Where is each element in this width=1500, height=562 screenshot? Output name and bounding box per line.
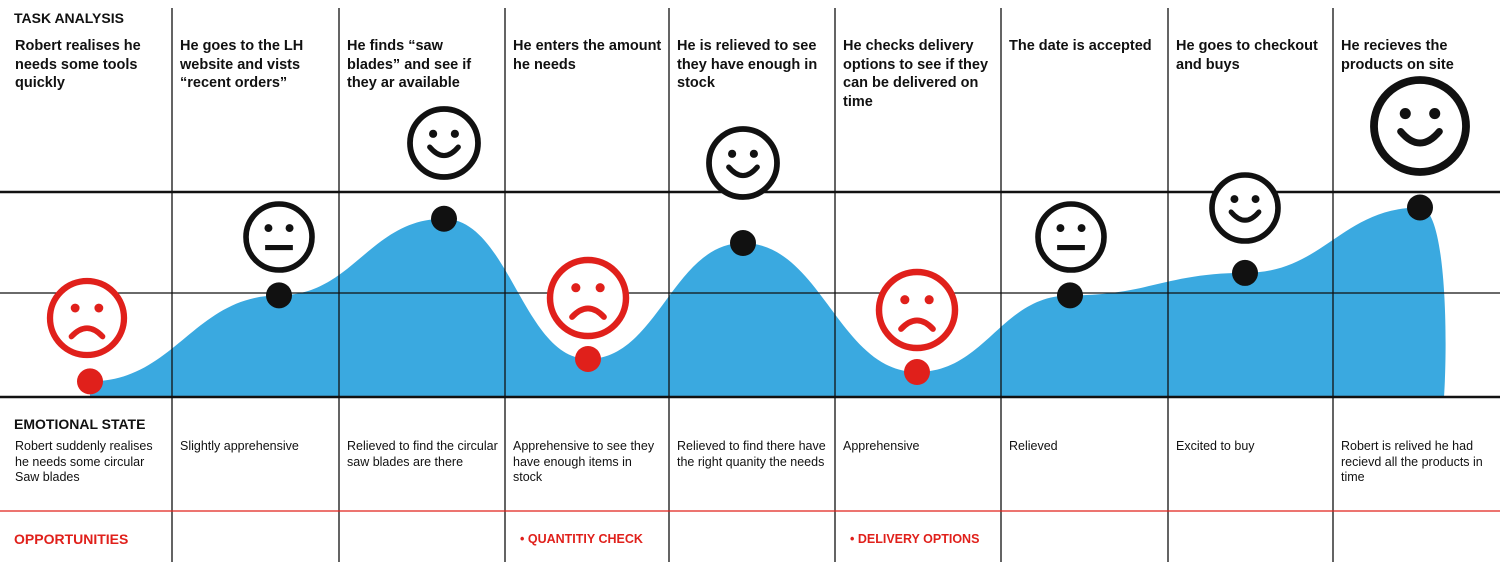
emotion-text-3: Relieved to find the circular saw blades…	[347, 439, 498, 469]
emotion-text-9: Robert is relived he had recievd all the…	[1341, 439, 1483, 484]
emotion-marker	[1057, 282, 1083, 309]
task-step-7: The date is accepted	[1009, 38, 1152, 54]
emotion-marker	[266, 282, 292, 309]
emotion-marker	[575, 345, 601, 372]
emotion-text-2: Slightly apprehensive	[180, 439, 299, 453]
task-step-2: He goes to the LH website and vists “rec…	[180, 38, 304, 91]
sad-face-icon	[546, 256, 630, 340]
task-step-4: He enters the amount he needs	[513, 38, 662, 73]
neutral-face-icon	[243, 201, 315, 273]
task-step-3: He finds “saw blades” and see if they ar…	[347, 38, 472, 91]
emotion-marker	[431, 205, 457, 232]
task-step-9: He recieves the products on site	[1341, 38, 1454, 73]
opportunity-item: • QUANTITIY CHECK	[520, 532, 643, 546]
emotion-marker	[730, 230, 756, 257]
emotion-text-5: Relieved to find there have the right qu…	[677, 439, 826, 469]
happy-face-icon	[1209, 172, 1281, 244]
emotion-marker	[904, 359, 930, 386]
opportunity-item: • DELIVERY OPTIONS	[850, 532, 980, 546]
task-step-8: He goes to checkout and buys	[1176, 38, 1318, 73]
task-step-1: Robert realises he needs some tools quic…	[15, 38, 141, 91]
emotion-text-7: Relieved	[1009, 439, 1058, 453]
emotion-text-1: Robert suddenly realises he needs some c…	[15, 439, 153, 484]
emotion-marker	[77, 368, 103, 395]
emotion-text-8: Excited to buy	[1176, 439, 1255, 453]
emotion-curve-area	[90, 207, 1446, 397]
emotion-text-4: Apprehensive to see they have enough ite…	[513, 439, 655, 484]
task-analysis-label: TASK ANALYSIS	[14, 10, 124, 26]
opportunities-label: OPPORTUNITIES	[14, 531, 129, 547]
emotion-marker	[1232, 259, 1258, 286]
emotional-state-label: EMOTIONAL STATE	[14, 416, 146, 432]
neutral-face-icon	[1035, 201, 1107, 273]
happy-face-icon	[1370, 76, 1470, 176]
sad-face-icon	[46, 277, 128, 359]
sad-face-icon	[875, 268, 959, 352]
emotion-marker	[1407, 194, 1433, 221]
happy-face-icon	[706, 126, 780, 200]
emotion-text-6: Apprehensive	[843, 439, 920, 453]
task-step-6: He checks delivery options to see if the…	[843, 38, 989, 110]
task-step-5: He is relieved to see they have enough i…	[677, 38, 818, 91]
happy-face-icon	[407, 106, 481, 180]
